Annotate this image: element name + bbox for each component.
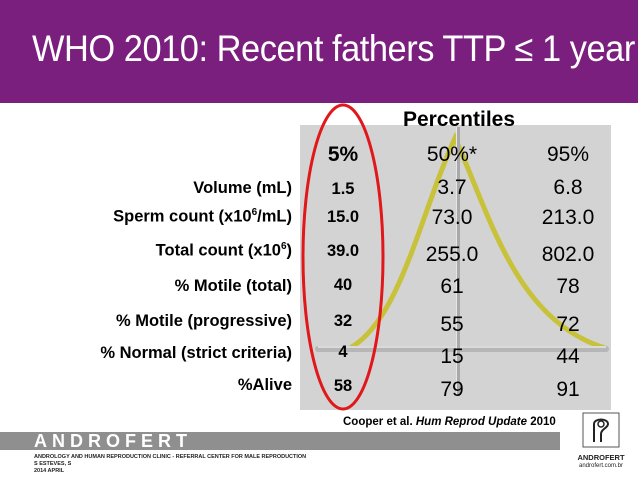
row-label-motile-progressive: % Motile (progressive) xyxy=(115,312,292,330)
row-label-alive: %Alive xyxy=(237,376,292,394)
col-header-95th: 95% xyxy=(546,143,590,166)
cell-alive-p5: 58 xyxy=(333,377,353,395)
cell-volume-p95: 6.8 xyxy=(553,176,583,199)
cell-motile-progressive-p95: 72 xyxy=(556,313,580,336)
col-header-50th: 50%* xyxy=(426,143,478,166)
cell-motile-progressive-p50: 55 xyxy=(440,313,464,336)
row-label-total-count: Total count (x106) xyxy=(155,241,292,260)
row-label-sperm-count: Sperm count (x106/mL) xyxy=(113,207,292,226)
cell-total-count-p95: 802.0 xyxy=(541,243,595,266)
cell-alive-p95: 91 xyxy=(556,378,580,401)
cell-total-count-p5: 39.0 xyxy=(326,242,360,260)
androfert-logo-icon xyxy=(582,412,620,448)
cell-sperm-count-p50: 73.0 xyxy=(431,206,473,229)
slide-title: WHO 2010: Recent fathers TTP ≤ 1 year xyxy=(32,28,635,69)
row-label-motile-total: % Motile (total) xyxy=(174,277,292,295)
row-label-normal-strict: % Normal (strict criteria) xyxy=(100,344,292,362)
footer-band xyxy=(0,432,560,450)
cell-normal-strict-p50: 15 xyxy=(440,345,464,368)
cell-motile-total-p95: 78 xyxy=(556,275,580,298)
cell-volume-p5: 1.5 xyxy=(331,180,355,198)
cell-motile-total-p50: 61 xyxy=(440,275,464,298)
cell-total-count-p50: 255.0 xyxy=(425,243,479,266)
cell-normal-strict-p5: 4 xyxy=(338,343,348,361)
citation: Cooper et al. Hum Reprod Update 2010 xyxy=(343,416,556,428)
bell-curve xyxy=(347,131,608,351)
cell-motile-total-p5: 40 xyxy=(333,276,353,294)
cell-alive-p50: 79 xyxy=(440,378,464,401)
percentiles-heading: Percentiles xyxy=(402,108,516,131)
cell-motile-progressive-p5: 32 xyxy=(333,312,353,330)
logo-url: androfert.com.br xyxy=(578,463,624,469)
row-label-volume: Volume (mL) xyxy=(193,179,292,197)
col-header-5th: 5% xyxy=(327,143,359,166)
title-bar: WHO 2010: Recent fathers TTP ≤ 1 year xyxy=(0,0,638,103)
cell-volume-p50: 3.7 xyxy=(437,176,467,199)
cell-sperm-count-p95: 213.0 xyxy=(541,206,595,229)
cell-sperm-count-p5: 15.0 xyxy=(326,208,360,226)
cell-normal-strict-p95: 44 xyxy=(556,345,580,368)
logo-name: ANDROFERT xyxy=(577,453,625,462)
footer-brand: ANDROFERT xyxy=(34,431,192,451)
footer-info: ANDROLOGY AND HUMAN REPRODUCTION CLINIC … xyxy=(34,454,307,474)
